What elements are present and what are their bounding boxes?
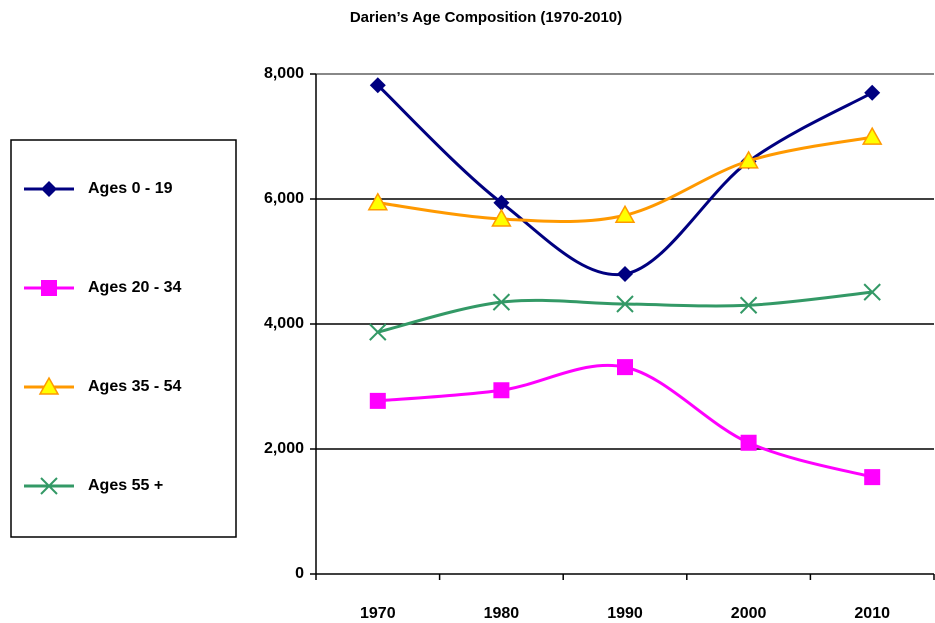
series-line bbox=[377, 290, 873, 334]
data-point bbox=[863, 283, 881, 301]
data-point bbox=[492, 293, 511, 311]
legend-box bbox=[10, 139, 237, 538]
y-tick-label: 8,000 bbox=[264, 65, 304, 82]
y-tick-label: 2,000 bbox=[264, 440, 304, 457]
legend-label: Ages 0 - 19 bbox=[88, 180, 173, 197]
data-point bbox=[369, 323, 387, 341]
chart-title: Darien’s Age Composition (1970-2010) bbox=[350, 9, 622, 26]
data-point bbox=[617, 266, 633, 282]
data-point bbox=[739, 296, 758, 314]
x-tick-label: 1990 bbox=[607, 605, 643, 622]
data-point bbox=[614, 204, 636, 223]
legend-marker bbox=[40, 477, 58, 495]
legend-label: Ages 55 + bbox=[88, 477, 163, 494]
data-point bbox=[864, 84, 881, 101]
x-tick-label: 1970 bbox=[360, 605, 396, 622]
legend-label: Ages 20 - 34 bbox=[88, 279, 181, 296]
data-point bbox=[864, 469, 881, 486]
legend-marker bbox=[41, 280, 57, 296]
legend-marker bbox=[38, 376, 60, 395]
series-line bbox=[377, 363, 873, 479]
y-tick-label: 0 bbox=[295, 565, 304, 582]
series-line bbox=[376, 84, 873, 277]
data-point bbox=[861, 126, 883, 145]
data-point bbox=[617, 359, 633, 376]
x-tick-label: 2000 bbox=[731, 605, 767, 622]
x-tick-label: 1980 bbox=[484, 605, 520, 622]
data-point bbox=[369, 77, 386, 94]
y-tick-label: 6,000 bbox=[264, 190, 304, 207]
data-point bbox=[367, 192, 389, 211]
data-point bbox=[493, 194, 510, 211]
legend-marker bbox=[41, 181, 57, 197]
legend-label: Ages 35 - 54 bbox=[88, 378, 181, 395]
data-point bbox=[740, 434, 757, 451]
data-point bbox=[493, 382, 510, 399]
data-point bbox=[738, 150, 759, 169]
data-point bbox=[369, 392, 386, 409]
data-point bbox=[616, 295, 634, 313]
y-tick-label: 4,000 bbox=[264, 315, 304, 332]
data-point bbox=[491, 208, 512, 227]
x-tick-label: 2010 bbox=[854, 605, 890, 622]
